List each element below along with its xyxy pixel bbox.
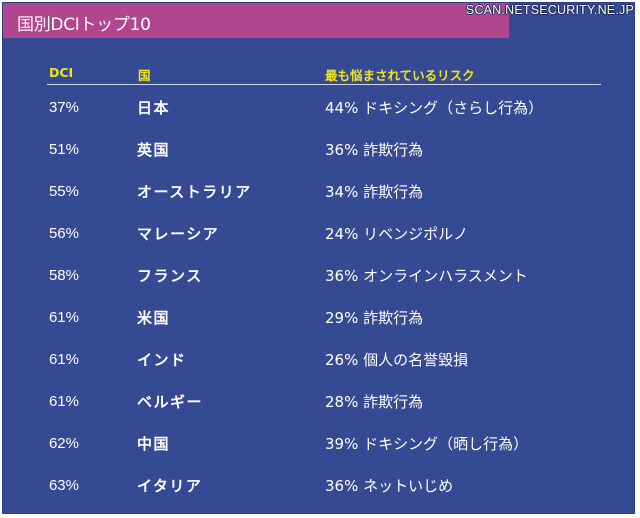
dci-value: 61%	[48, 309, 79, 326]
country-name: ベルギー	[137, 393, 204, 411]
top-risk: 26% 個人の名誉毀損	[325, 351, 469, 369]
table-row: 61% ベルギー 28% 詐欺行為	[3, 381, 636, 423]
country-name: インド	[137, 351, 187, 369]
column-header-dci: DCI	[49, 65, 74, 80]
dci-value: 37%	[48, 99, 79, 116]
table-row: 51% 英国 36% 詐欺行為	[3, 129, 636, 171]
table-row: 56% マレーシア 24% リベンジポルノ	[3, 213, 636, 255]
table-row: 55% オーストラリア 34% 詐欺行為	[3, 171, 636, 213]
table-row: 61% 米国 29% 詐欺行為	[3, 297, 636, 339]
dci-value: 61%	[48, 351, 79, 368]
country-name: イタリア	[137, 477, 203, 495]
table-row: 61% インド 26% 個人の名誉毀損	[3, 339, 636, 381]
country-name: 中国	[137, 435, 171, 453]
country-name: フランス	[137, 267, 203, 285]
top-risk: 29% 詐欺行為	[325, 309, 424, 327]
country-name: オーストラリア	[137, 183, 252, 201]
dci-value: 51%	[48, 141, 79, 158]
top-risk: 39% ドキシング（晒し行為）	[325, 435, 529, 453]
dci-value: 55%	[48, 183, 79, 200]
column-header-risk: 最も悩まされているリスク	[325, 68, 475, 83]
top-risk: 24% リベンジポルノ	[325, 225, 469, 243]
top-risk: 36% 詐欺行為	[325, 141, 424, 159]
country-name: マレーシア	[137, 225, 220, 243]
country-name: 英国	[137, 141, 171, 159]
top-risk: 28% 詐欺行為	[325, 393, 424, 411]
table-row: 58% フランス 36% オンラインハラスメント	[3, 255, 636, 297]
table-row: 63% イタリア 36% ネットいじめ	[3, 465, 636, 507]
column-header-country: 国	[138, 68, 151, 83]
dci-value: 56%	[48, 225, 79, 242]
title-bar: 国別DCIトップ10	[3, 3, 509, 38]
watermark: SCAN.NETSECURITY.NE.JP	[465, 3, 634, 17]
table-row: 37% 日本 44% ドキシング（さらし行為）	[3, 87, 636, 129]
country-name: 米国	[137, 309, 171, 327]
top-risk: 34% 詐欺行為	[325, 183, 424, 201]
chart-panel: 国別DCIトップ10 DCI 国 最も悩まされているリスク 37% 日本 44% ド…	[2, 2, 635, 514]
dci-value: 63%	[48, 477, 79, 494]
top-risk: 44% ドキシング（さらし行為）	[325, 99, 544, 117]
top-risk: 36% オンラインハラスメント	[325, 267, 528, 285]
dci-value: 61%	[48, 393, 79, 410]
dci-value: 62%	[48, 435, 79, 452]
top-risk: 36% ネットいじめ	[325, 477, 454, 495]
chart-title: 国別DCIトップ10	[17, 15, 151, 35]
dci-value: 58%	[48, 267, 79, 284]
country-name: 日本	[137, 99, 171, 117]
table-row: 62% 中国 39% ドキシング（晒し行為）	[3, 423, 636, 465]
header-divider	[47, 84, 601, 85]
